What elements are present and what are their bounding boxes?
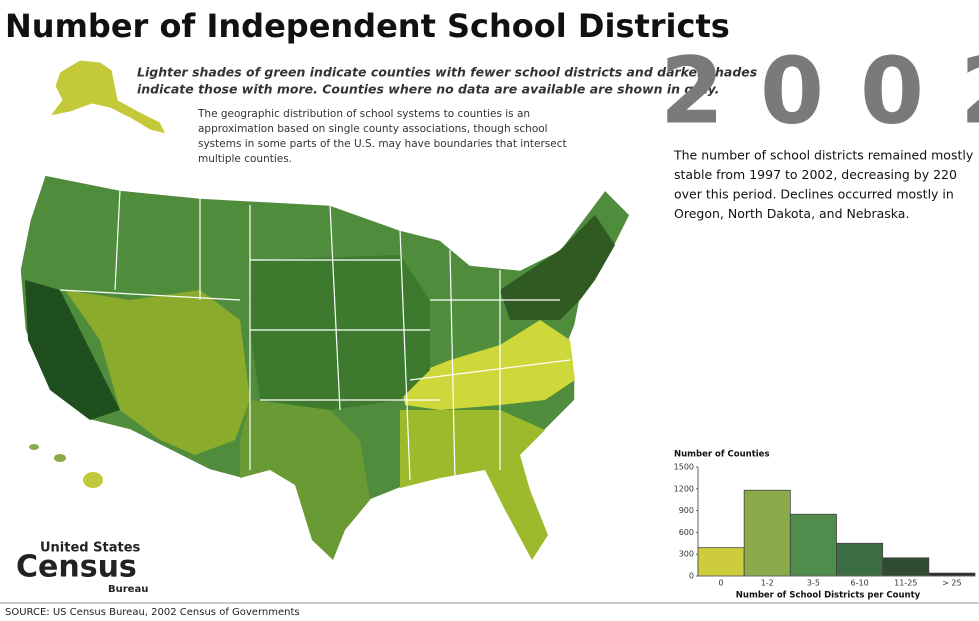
region-texas — [240, 400, 370, 560]
logo-wordmark: Census — [16, 550, 137, 585]
y-tick-label: 0 — [689, 572, 694, 581]
alaska — [48, 59, 167, 135]
logo-line: Bureau — [108, 584, 148, 595]
census-logo: United States Census Bureau — [16, 541, 148, 596]
text-line: stable from 1997 to 2002, decreasing by … — [674, 167, 957, 182]
text-line: Oregon, North Dakota, and Nebraska. — [674, 206, 909, 221]
region-plains — [250, 255, 430, 410]
summary: The number of school districts remained … — [673, 148, 974, 222]
text-line: approximation based on single county ass… — [198, 123, 548, 135]
title: Number of Independent School Districts — [5, 7, 730, 45]
region-coast — [25, 280, 120, 420]
map — [19, 59, 631, 562]
text-line: The number of school districts remained … — [673, 148, 974, 163]
text-line: Lighter shades of green indicate countie… — [137, 65, 757, 80]
x-axis-label: Number of School Districts per County — [736, 591, 921, 601]
bar-chart: Number of Counties Number of School Dist… — [674, 450, 976, 601]
y-tick-label: 600 — [679, 528, 694, 537]
note: The geographic distribution of school sy… — [197, 108, 567, 165]
region-west — [65, 290, 250, 455]
y-tick-label: 900 — [679, 506, 694, 515]
region-south — [400, 410, 548, 560]
text-line: multiple counties. — [198, 153, 292, 165]
y-tick-label: 300 — [679, 550, 694, 559]
intro: Lighter shades of green indicate countie… — [137, 65, 757, 97]
region-southeast — [400, 320, 575, 410]
bar — [743, 489, 791, 577]
y-axis-label: Number of Counties — [674, 450, 770, 460]
logo-line: United States — [40, 541, 141, 556]
hawaii — [54, 454, 66, 462]
year: 2002 — [660, 37, 979, 144]
bar — [697, 547, 745, 577]
source: SOURCE: US Census Bureau, 2002 Census of… — [5, 607, 300, 618]
x-tick-label: > 25 — [942, 579, 961, 588]
text-line: The geographic distribution of school sy… — [197, 108, 530, 120]
x-tick-label: 6-10 — [851, 579, 869, 588]
text-line: over this period. Declines occurred most… — [674, 187, 954, 202]
region-northeast — [500, 215, 615, 320]
y-tick-label: 1500 — [674, 463, 694, 472]
text-line: systems in some parts of the U.S. may ha… — [198, 138, 567, 150]
hawaii — [83, 472, 103, 488]
bar — [882, 557, 930, 577]
state-lines — [59, 189, 571, 481]
x-tick-label: 1-2 — [761, 579, 774, 588]
bar — [789, 513, 837, 577]
bar — [836, 542, 884, 577]
x-tick-label: 11-25 — [894, 579, 917, 588]
text-line: indicate those with more. Counties where… — [137, 82, 719, 97]
hawaii — [29, 444, 39, 450]
y-tick-label: 1200 — [674, 484, 694, 493]
x-tick-label: 3-5 — [807, 579, 820, 588]
x-tick-label: 0 — [719, 579, 724, 588]
